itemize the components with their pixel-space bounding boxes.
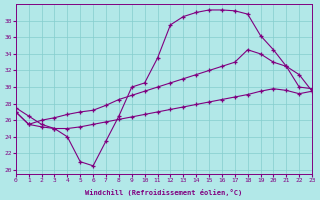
X-axis label: Windchill (Refroidissement éolien,°C): Windchill (Refroidissement éolien,°C): [85, 189, 243, 196]
